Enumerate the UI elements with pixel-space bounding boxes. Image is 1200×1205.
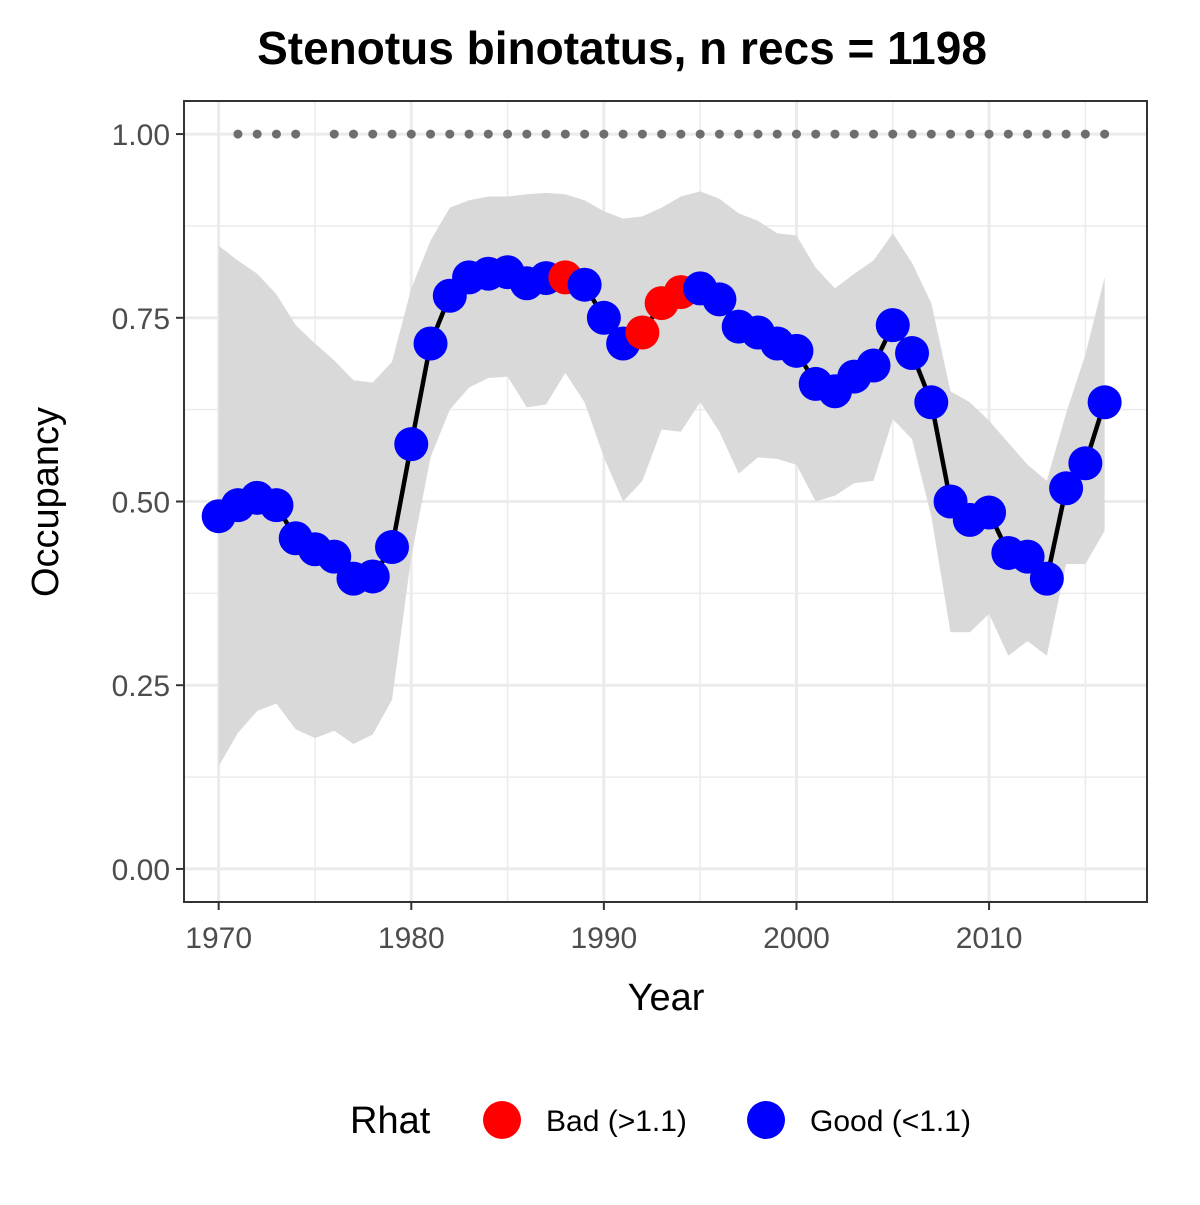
occupancy-point-good: [567, 267, 602, 302]
legend-label-good: Good (<1.1): [810, 1105, 971, 1138]
record-year-dot: [849, 129, 859, 139]
record-year-dot: [907, 129, 917, 139]
occupancy-points-layer: [201, 255, 1122, 596]
occupancy-point-good: [914, 385, 949, 420]
record-year-dot: [791, 129, 801, 139]
record-year-dot: [522, 129, 532, 139]
y-tick-label: 0.75: [112, 303, 170, 336]
occupancy-point-good: [779, 333, 814, 368]
legend-key-bad: [483, 1101, 521, 1139]
record-year-dot: [348, 129, 358, 139]
record-year-dot: [984, 129, 994, 139]
record-year-dot: [445, 129, 455, 139]
occupancy-point-bad: [625, 315, 660, 350]
record-year-dot: [1023, 129, 1033, 139]
record-year-dot: [637, 129, 647, 139]
y-tick-label: 0.00: [112, 854, 170, 887]
record-year-dot: [734, 129, 744, 139]
occupancy-point-good: [355, 559, 390, 594]
record-year-dot: [560, 129, 570, 139]
occupancy-point-good: [1029, 561, 1064, 596]
occupancy-point-good: [1068, 446, 1103, 481]
record-year-dot: [811, 129, 821, 139]
record-year-dot: [772, 129, 782, 139]
record-year-dot: [1100, 129, 1110, 139]
record-year-dot: [965, 129, 975, 139]
occupancy-point-good: [413, 326, 448, 361]
record-year-dot: [1042, 129, 1052, 139]
record-year-dot: [830, 129, 840, 139]
record-year-dot: [714, 129, 724, 139]
chart-title: Stenotus binotatus, n recs = 1198: [257, 22, 987, 74]
record-year-dot: [888, 129, 898, 139]
record-year-dot: [695, 129, 705, 139]
occupancy-point-good: [586, 300, 621, 335]
credible-interval-ribbon: [218, 191, 1105, 767]
x-tick-label: 2010: [956, 922, 1023, 955]
record-year-dot: [368, 129, 378, 139]
record-years-layer: [233, 129, 1110, 139]
x-tick-label: 1990: [570, 922, 637, 955]
record-year-dot: [464, 129, 474, 139]
record-year-dot: [580, 129, 590, 139]
record-year-dot: [426, 129, 436, 139]
occupancy-point-good: [375, 530, 410, 565]
record-year-dot: [503, 129, 513, 139]
record-year-dot: [753, 129, 763, 139]
y-axis-title: Occupancy: [25, 407, 67, 597]
y-tick-label: 0.50: [112, 487, 170, 520]
record-year-dot: [1003, 129, 1013, 139]
occupancy-point-good: [317, 539, 352, 574]
occupancy-point-good: [895, 336, 930, 371]
occupancy-point-good: [1087, 385, 1122, 420]
record-year-dot: [387, 129, 397, 139]
record-year-dot: [483, 129, 493, 139]
record-year-dot: [676, 129, 686, 139]
legend-title: Rhat: [350, 1100, 431, 1142]
record-year-dot: [233, 129, 243, 139]
record-year-dot: [1061, 129, 1071, 139]
record-year-dot: [329, 129, 339, 139]
y-axis: 0.00 0.25 0.50 0.75 1.00: [112, 119, 184, 887]
record-year-dot: [926, 129, 936, 139]
occupancy-point-good: [394, 427, 429, 462]
x-axis: 1970 1980 1990 2000 2010: [185, 902, 1022, 955]
y-tick-label: 1.00: [112, 119, 170, 152]
occupancy-point-good: [702, 282, 737, 317]
occupancy-point-good: [856, 348, 891, 383]
occupancy-point-good: [972, 495, 1007, 530]
legend-label-bad: Bad (>1.1): [546, 1105, 687, 1138]
occupancy-point-good: [259, 488, 294, 523]
record-year-dot: [291, 129, 301, 139]
record-year-dot: [252, 129, 262, 139]
record-year-dot: [271, 129, 281, 139]
legend-key-good: [747, 1101, 785, 1139]
x-tick-label: 1970: [185, 922, 252, 955]
record-year-dot: [657, 129, 667, 139]
record-year-dot: [946, 129, 956, 139]
record-year-dot: [599, 129, 609, 139]
record-year-dot: [869, 129, 879, 139]
y-tick-label: 0.25: [112, 670, 170, 703]
record-year-dot: [541, 129, 551, 139]
legend: Rhat Bad (>1.1) Good (<1.1): [350, 1100, 971, 1142]
occupancy-point-good: [1049, 471, 1084, 506]
record-year-dot: [406, 129, 416, 139]
occupancy-point-good: [1010, 539, 1045, 574]
occupancy-point-good: [875, 308, 910, 343]
record-year-dot: [1080, 129, 1090, 139]
record-year-dot: [618, 129, 628, 139]
x-tick-label: 1980: [378, 922, 445, 955]
x-tick-label: 2000: [763, 922, 830, 955]
x-axis-title: Year: [628, 977, 705, 1019]
credible-interval-ribbon-layer: [218, 191, 1105, 767]
